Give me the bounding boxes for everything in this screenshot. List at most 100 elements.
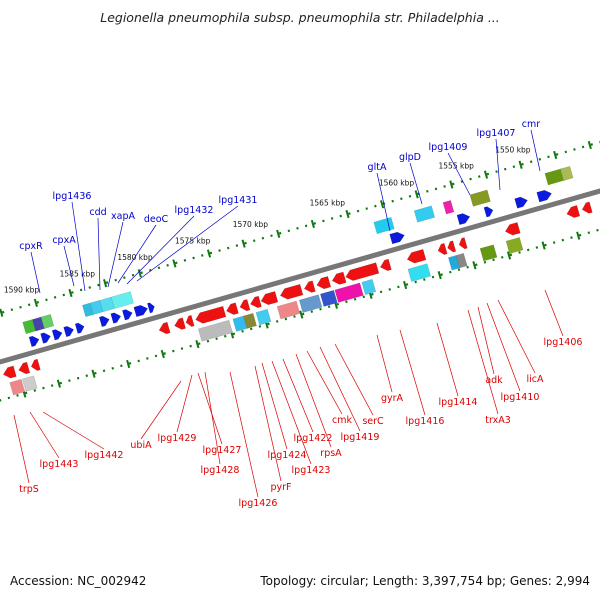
reverse-cog-block bbox=[255, 308, 272, 326]
ruler-tick bbox=[160, 349, 165, 359]
forward-gene-label: cdd bbox=[89, 207, 106, 218]
ruler-label: 1565 kbp bbox=[310, 198, 346, 207]
reverse-gene-arrow bbox=[226, 302, 239, 315]
reverse-gene-label: lpg1443 bbox=[40, 459, 79, 470]
forward-gene-leader bbox=[447, 152, 471, 196]
ruler-tick bbox=[68, 288, 73, 298]
reverse-gene-label: rpsA bbox=[320, 448, 342, 459]
ruler-tick bbox=[195, 340, 200, 349]
forward-gene-leader bbox=[97, 217, 101, 291]
forward-gene-leader bbox=[107, 221, 124, 288]
forward-cog-block bbox=[469, 189, 491, 207]
reverse-gene-arrow bbox=[566, 205, 581, 218]
reverse-cog-block bbox=[298, 294, 323, 313]
feature-layer bbox=[3, 166, 593, 396]
ruler-tick bbox=[103, 279, 108, 288]
forward-gene-label: lpg1409 bbox=[429, 142, 468, 153]
ruler-tick bbox=[506, 251, 512, 260]
reverse-gene-arrow bbox=[505, 222, 521, 236]
ruler-tick bbox=[403, 280, 408, 290]
reverse-gene-arrow bbox=[331, 271, 347, 285]
ruler-label: 1580 kbp bbox=[117, 253, 153, 262]
forward-cog-block bbox=[82, 302, 94, 318]
reverse-gene-leader bbox=[477, 306, 495, 375]
reverse-gene-leader bbox=[334, 343, 374, 416]
reverse-gene-leader bbox=[29, 411, 60, 459]
reverse-cog-block bbox=[197, 319, 233, 342]
reverse-gene-label: gyrA bbox=[381, 393, 404, 404]
forward-gene-arrow bbox=[456, 213, 471, 225]
topology-summary: Topology: circular; Length: 3,397,754 bp… bbox=[260, 574, 590, 588]
reverse-gene-leader bbox=[319, 346, 361, 432]
reverse-gene-arrow bbox=[195, 305, 227, 324]
reverse-gene-leader bbox=[229, 371, 259, 498]
reverse-gene-arrow bbox=[30, 358, 41, 371]
reverse-gene-arrow bbox=[174, 317, 186, 330]
ruler-label: 1585 kbp bbox=[60, 270, 96, 279]
reverse-gene-arrow bbox=[447, 240, 457, 253]
ruler-tick bbox=[414, 190, 419, 199]
forward-gene-leader bbox=[117, 224, 157, 284]
forward-gene-arrow bbox=[536, 189, 552, 203]
forward-gene-leader bbox=[376, 172, 391, 232]
reverse-gene-arrow bbox=[437, 242, 448, 255]
ruler-tick bbox=[518, 160, 523, 169]
reverse-cog-block bbox=[455, 253, 468, 269]
reverse-gene-leader bbox=[140, 380, 182, 440]
ruler-tick bbox=[345, 209, 350, 219]
reverse-gene-label: lpg1422 bbox=[294, 433, 333, 444]
reverse-gene-label: lpg1416 bbox=[406, 416, 445, 427]
reverse-cog-block bbox=[361, 278, 377, 295]
reverse-gene-arrow bbox=[250, 295, 262, 308]
reverse-gene-leader bbox=[261, 362, 288, 450]
forward-gene-label: xapA bbox=[111, 211, 135, 222]
ruler-tick bbox=[241, 239, 246, 248]
forward-gene-arrow bbox=[74, 322, 85, 334]
reverse-gene-label: lpg1426 bbox=[239, 498, 278, 509]
reverse-gene-label: lpg1427 bbox=[203, 445, 242, 456]
ruler-tick bbox=[0, 308, 4, 317]
forward-gene-leader bbox=[530, 129, 541, 172]
ruler-label: 1570 kbp bbox=[233, 220, 269, 229]
forward-gene-label: glpD bbox=[399, 152, 421, 163]
forward-gene-label: lpg1436 bbox=[53, 191, 92, 202]
ruler-tick bbox=[33, 298, 38, 307]
ruler-tick bbox=[276, 229, 281, 238]
reverse-gene-leader bbox=[436, 322, 459, 397]
reverse-cog-block bbox=[232, 315, 248, 332]
ruler-tick bbox=[56, 379, 61, 388]
ruler-label: 1560 kbp bbox=[379, 179, 415, 188]
forward-gene-leader bbox=[495, 138, 501, 191]
reverse-gene-arrow bbox=[280, 284, 304, 300]
reverse-gene-arrow bbox=[304, 280, 316, 293]
reverse-cog-block bbox=[320, 289, 338, 307]
reverse-gene-label: serC bbox=[362, 416, 384, 427]
reverse-gene-arrow bbox=[239, 299, 251, 312]
reverse-gene-leader bbox=[295, 353, 332, 448]
reverse-gene-leader bbox=[306, 350, 343, 415]
forward-gene-label: deoC bbox=[144, 214, 169, 225]
ruler-tick bbox=[380, 200, 385, 209]
reverse-gene-label: lpg1424 bbox=[268, 450, 307, 461]
ruler-tick bbox=[172, 259, 177, 268]
reverse-gene-leader bbox=[399, 329, 426, 416]
forward-gene-label: gltA bbox=[368, 162, 387, 173]
forward-gene-leader bbox=[409, 162, 423, 205]
reverse-gene-arrow bbox=[581, 201, 593, 214]
ruler-tick bbox=[472, 261, 477, 270]
ruler-tick bbox=[449, 180, 454, 189]
reverse-gene-arrow bbox=[316, 276, 332, 290]
reverse-gene-leader bbox=[254, 365, 282, 482]
reverse-gene-leader bbox=[13, 414, 30, 484]
reverse-cog-block bbox=[334, 282, 364, 303]
reverse-cog-block bbox=[407, 263, 431, 282]
forward-gene-label: cpxR bbox=[19, 241, 43, 252]
forward-gene-leader bbox=[63, 245, 75, 287]
reverse-gene-leader bbox=[204, 371, 221, 465]
reverse-gene-leader bbox=[176, 374, 193, 433]
reverse-gene-label: ubiA bbox=[130, 440, 152, 451]
forward-gene-leader bbox=[30, 251, 41, 294]
reverse-cog-block bbox=[276, 300, 301, 320]
forward-gene-arrow bbox=[514, 196, 528, 209]
